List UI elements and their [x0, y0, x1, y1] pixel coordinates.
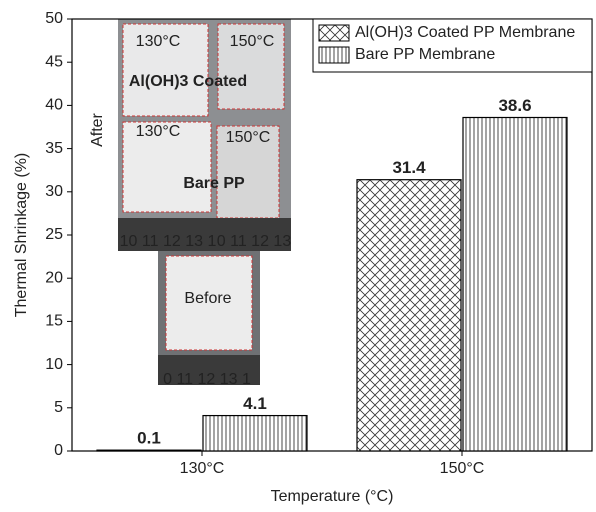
inset-annotation: 150°C — [226, 129, 271, 146]
y-tick-label: 10 — [45, 356, 63, 373]
legend-box — [312, 18, 593, 73]
y-axis-title: Thermal Shrinkage (%) — [13, 153, 30, 318]
bar — [356, 179, 462, 452]
legend-swatch — [318, 46, 350, 64]
inset-annotation: 130°C — [136, 33, 181, 50]
y-tick-label: 40 — [45, 97, 63, 114]
value-label: 0.1 — [137, 429, 161, 448]
inset-annotation: After — [89, 112, 106, 146]
y-tick-label: 35 — [45, 140, 63, 157]
inset-photo — [118, 19, 291, 385]
inset-annotation: Bare PP — [183, 175, 245, 192]
legend-label: Bare PP Membrane — [355, 46, 495, 63]
inset-annotation: Before — [184, 290, 231, 307]
y-tick-label: 0 — [54, 442, 63, 459]
y-tick-label: 15 — [45, 313, 63, 330]
bar — [462, 116, 568, 452]
x-tick-label: 150°C — [440, 460, 485, 477]
inset-annotation: 150°C — [230, 33, 275, 50]
y-tick-label: 25 — [45, 226, 63, 243]
legend-swatch — [318, 24, 350, 42]
y-tick-label: 5 — [54, 399, 63, 416]
value-label: 4.1 — [243, 394, 267, 413]
inset-annotation: 0 11 12 13 — [217, 233, 292, 250]
inset-annotation: 10 11 12 13 1 — [120, 233, 217, 250]
value-label: 31.4 — [392, 158, 426, 177]
bar — [202, 414, 308, 452]
legend-label: Al(OH)3 Coated PP Membrane — [355, 24, 575, 41]
y-tick-label: 20 — [45, 269, 63, 286]
x-tick-label: 130°C — [180, 460, 225, 477]
y-tick-label: 45 — [45, 53, 63, 70]
inset-annotation: 130°C — [136, 123, 181, 140]
x-axis-title: Temperature (°C) — [271, 488, 394, 505]
bar — [96, 449, 202, 452]
y-tick-label: 30 — [45, 183, 63, 200]
value-label: 38.6 — [498, 96, 531, 115]
y-tick-label: 50 — [45, 10, 63, 27]
inset-annotation: 0 11 12 13 1 — [163, 371, 251, 388]
inset-annotation: Al(OH)3 Coated — [129, 73, 247, 90]
